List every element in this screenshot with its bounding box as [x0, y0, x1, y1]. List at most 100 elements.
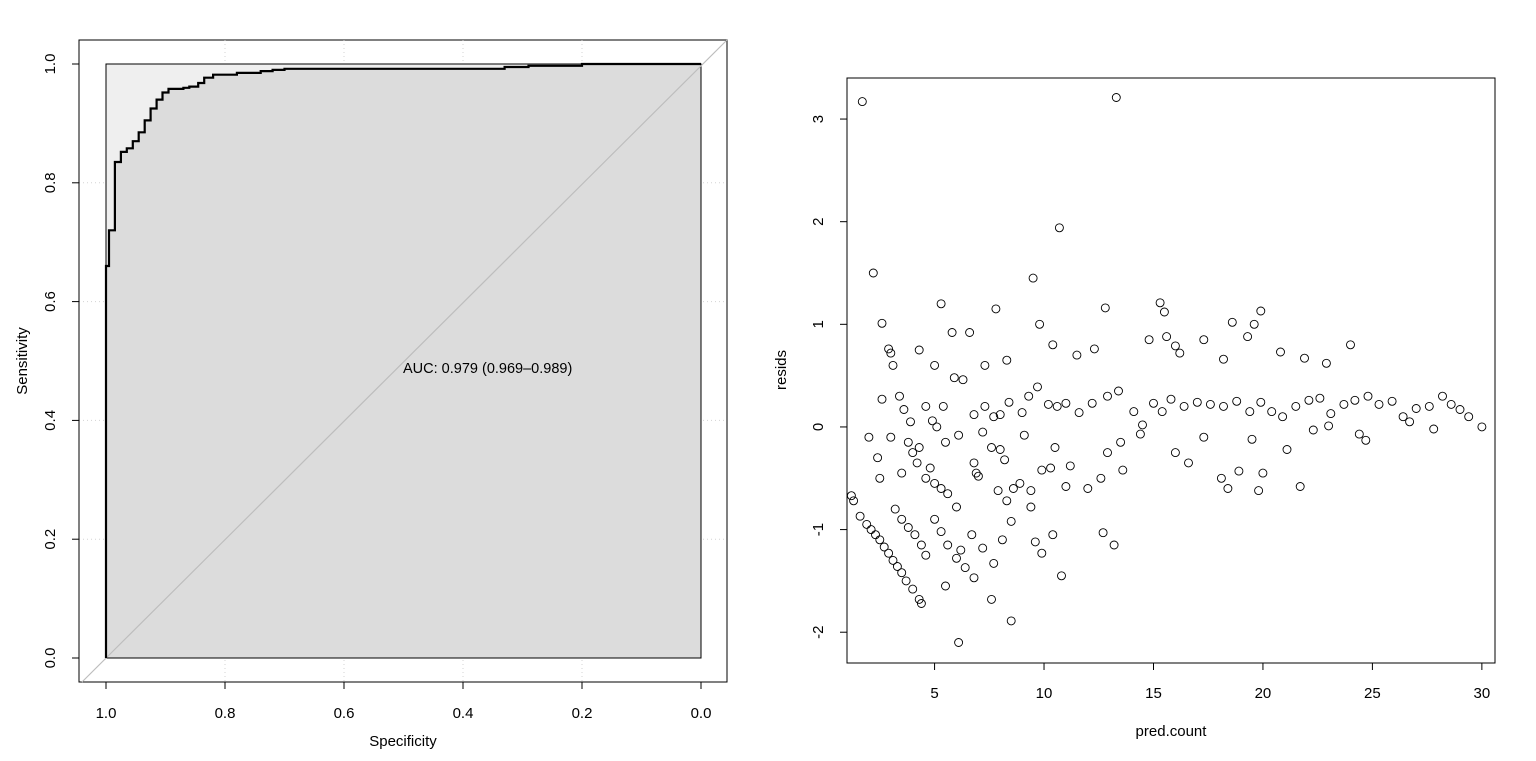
residual-point	[1170, 341, 1180, 351]
residual-point	[943, 489, 953, 499]
residual-point	[921, 473, 931, 483]
residual-point	[1300, 353, 1309, 363]
residual-point	[1205, 399, 1215, 409]
residual-point	[901, 576, 911, 586]
residual-point	[866, 525, 876, 535]
residual-point	[855, 511, 865, 521]
roc-chart: 1.0 0.8 0.6 0.4 0.2 0.0 0.0 0.2 0.4 0.6 0.8 1.0 Sp…	[14, 39, 728, 750]
residual-point	[1089, 344, 1099, 354]
residual-point	[941, 437, 950, 447]
residual-point	[884, 548, 894, 558]
residual-point	[864, 432, 874, 442]
residual-point	[1398, 412, 1408, 422]
roc-auc-annotation: AUC: 0.979 (0.969–0.989)	[403, 361, 572, 377]
residual-point	[921, 550, 931, 560]
residual-point	[995, 410, 1005, 420]
residual-point	[1054, 223, 1064, 233]
residual-point	[1111, 93, 1121, 102]
residual-point	[1258, 468, 1268, 478]
residuals-x-tick-label: 10	[1036, 685, 1053, 702]
residual-point	[932, 422, 942, 432]
residual-point	[1103, 448, 1112, 458]
residual-point	[967, 530, 977, 540]
residuals-x-tick-label: 15	[1145, 685, 1162, 702]
residual-point	[1455, 405, 1465, 414]
residual-point	[965, 328, 975, 337]
residual-point	[980, 401, 990, 411]
residual-point	[1050, 443, 1060, 452]
residual-point	[1446, 399, 1456, 409]
residuals-x-axis-title: pred.count	[1136, 723, 1208, 740]
residual-point	[1019, 430, 1029, 440]
residual-point	[991, 304, 1001, 314]
roc-x-tick-label: 0.0	[691, 705, 712, 722]
roc-x-tick-label: 0.4	[453, 705, 474, 722]
residual-point	[899, 405, 909, 414]
residual-point	[1308, 425, 1318, 435]
residual-point	[910, 530, 920, 540]
residual-point	[938, 401, 948, 411]
residual-point	[978, 543, 988, 553]
roc-x-tick-label: 1.0	[96, 705, 117, 722]
residual-point	[1321, 358, 1331, 368]
residual-point	[947, 328, 957, 337]
residual-point	[1219, 354, 1228, 364]
residual-point	[1429, 424, 1439, 434]
residual-point	[875, 535, 885, 545]
residual-point	[993, 486, 1003, 496]
residual-point	[1405, 417, 1415, 427]
residuals-y-axis: -2 -1 0 1 2 3	[810, 115, 848, 639]
residual-point	[1048, 340, 1058, 350]
residual-point	[971, 468, 981, 478]
residual-point	[1219, 401, 1228, 411]
residual-point	[914, 594, 924, 604]
residual-point	[997, 535, 1007, 545]
residual-point	[1304, 395, 1314, 405]
residual-point	[1295, 482, 1305, 491]
residual-point	[916, 599, 926, 608]
residual-point	[1247, 434, 1257, 444]
residual-point	[1411, 404, 1421, 413]
roc-y-tick-label: 0.2	[42, 529, 59, 550]
residual-point	[1199, 335, 1209, 345]
residual-point	[1159, 307, 1169, 317]
residuals-y-axis-title: resids	[773, 350, 790, 390]
residual-point	[1046, 463, 1056, 473]
residual-point	[897, 568, 907, 578]
residual-point	[1035, 319, 1045, 329]
residual-point	[1363, 391, 1373, 401]
residual-point	[952, 502, 961, 512]
residual-point	[1109, 540, 1119, 550]
residual-point	[1477, 422, 1487, 432]
residual-point	[862, 519, 872, 529]
residual-point	[969, 410, 979, 420]
residual-point	[1048, 530, 1058, 540]
residual-point	[1166, 394, 1176, 404]
residual-point	[1061, 398, 1071, 408]
roc-y-axis-title: Sensitivity	[14, 327, 31, 395]
roc-curve	[104, 62, 701, 658]
residuals-y-tick-label: -1	[810, 523, 827, 536]
residual-point	[903, 523, 913, 532]
residual-point	[1129, 407, 1139, 417]
residual-point	[1037, 465, 1047, 475]
residual-point	[1354, 429, 1364, 439]
roc-y-tick-label: 1.0	[42, 54, 59, 75]
residual-point	[1004, 397, 1014, 407]
residual-point	[1138, 420, 1147, 430]
residual-point	[846, 491, 856, 501]
residuals-x-tick-label: 20	[1255, 685, 1272, 702]
residual-point	[1144, 335, 1154, 345]
residual-point	[921, 401, 931, 411]
roc-y-tick-label: 0.4	[42, 410, 59, 431]
residual-point	[1002, 496, 1012, 506]
residual-point	[1245, 407, 1255, 417]
residual-point	[1254, 486, 1264, 496]
residual-point	[1374, 399, 1384, 409]
roc-x-axis-title: Specificity	[369, 733, 437, 750]
residual-point	[1118, 465, 1128, 475]
residuals-y-tick-label: 3	[810, 115, 827, 123]
residual-point	[886, 348, 896, 358]
residual-point	[1096, 473, 1106, 483]
residual-point	[912, 458, 922, 468]
